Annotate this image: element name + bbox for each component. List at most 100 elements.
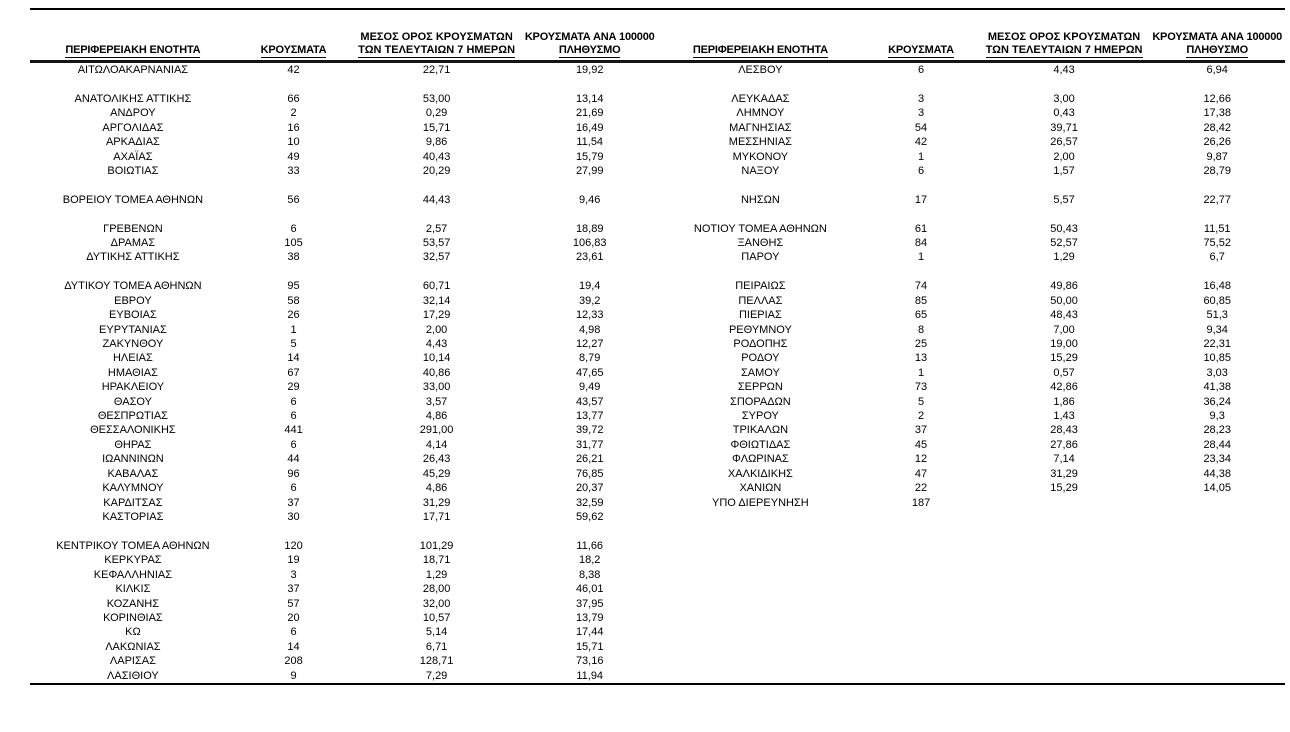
col-header-avg7day-right-line1: ΜΕΣΟΣ ΟΡΟΣ ΚΡΟΥΣΜΑΤΩΝ — [987, 31, 1141, 43]
left-avg7day-cell — [351, 178, 522, 192]
left-cases-cell: 120 — [284, 539, 303, 552]
right-cases-cell: 187 — [911, 496, 931, 509]
right-per100k-cell — [1149, 539, 1285, 553]
right-avg7day-cell — [979, 524, 1150, 538]
right-cases-cell: 42 — [914, 136, 928, 149]
left-cases-cell: 57 — [287, 597, 300, 610]
right-region-cell — [657, 568, 863, 582]
table-row: ΛΑΚΩΝΙΑΣ 14 6,71 15,71 — [30, 640, 1285, 654]
left-per100k-cell: 12,27 — [575, 337, 604, 350]
col-header-avg7day-left-line2: ΤΩΝ ΤΕΛΕΥΤΑΙΩΝ 7 ΗΜΕΡΩΝ — [358, 44, 516, 58]
right-cases-cell: 61 — [914, 222, 928, 235]
right-cases-cell: 84 — [914, 237, 928, 250]
right-avg7day-cell — [979, 568, 1150, 582]
right-region-cell: ΧΑΛΚΙΔΙΚΗΣ — [727, 467, 793, 480]
table-row: ΘΕΣΣΑΛΟΝΙΚΗΣ 441 291,00 39,72 ΤΡΙΚΑΛΩΝ 37 28,4… — [30, 423, 1285, 437]
left-avg7day-cell: 44,43 — [422, 193, 451, 206]
left-avg7day-cell: 40,43 — [422, 150, 451, 163]
left-avg7day-cell: 15,71 — [422, 121, 451, 134]
left-cases-cell: 6 — [290, 482, 297, 495]
right-per100k-cell: 22,77 — [1203, 193, 1231, 206]
left-per100k-cell: 18,89 — [575, 222, 604, 235]
right-avg7day-cell: 52,57 — [1050, 237, 1078, 250]
spacer-row — [30, 77, 1285, 91]
right-region-cell — [657, 207, 863, 221]
left-cases-cell: 3 — [290, 568, 297, 581]
left-avg7day-cell — [351, 77, 522, 91]
right-cases-cell — [863, 669, 978, 683]
right-cases-cell: 6 — [917, 164, 925, 177]
right-per100k-cell — [1149, 524, 1285, 538]
left-per100k-cell: 20,37 — [575, 482, 604, 495]
left-per100k-cell: 11,54 — [576, 136, 604, 149]
right-region-cell: ΣΥΡΟΥ — [741, 410, 779, 423]
table-row: ΚΕΝΤΡΙΚΟΥ ΤΟΜΕΑ ΑΘΗΝΩΝ 120 101,29 11,66 — [30, 539, 1285, 553]
left-per100k-cell — [522, 178, 658, 192]
left-per100k-cell: 59,62 — [575, 511, 604, 524]
left-cases-cell: 95 — [287, 280, 300, 293]
right-cases-cell: 6 — [917, 64, 925, 76]
right-per100k-cell: 17,38 — [1203, 107, 1231, 120]
right-cases-cell: 65 — [914, 309, 928, 322]
left-avg7day-cell: 291,00 — [419, 424, 454, 437]
left-per100k-cell: 46,01 — [575, 583, 604, 596]
left-region-cell: ΙΩΑΝΝΙΝΩΝ — [102, 453, 164, 466]
left-cases-cell: 38 — [287, 251, 300, 264]
left-avg7day-cell: 2,00 — [425, 323, 448, 336]
table-row: ΔΡΑΜΑΣ 105 53,57 106,83 ΞΑΝΘΗΣ 84 52,57 75,52 — [30, 236, 1285, 250]
right-per100k-cell — [1149, 510, 1285, 524]
right-avg7day-cell: 1,43 — [1053, 410, 1075, 423]
left-region-cell — [30, 265, 236, 279]
right-avg7day-cell: 1,86 — [1053, 395, 1075, 408]
left-cases-cell: 26 — [287, 309, 300, 322]
left-region-cell: ΕΥΡΥΤΑΝΙΑΣ — [99, 323, 167, 336]
right-region-cell: ΞΑΝΘΗΣ — [737, 237, 784, 250]
right-per100k-cell: 14,05 — [1203, 482, 1231, 495]
right-cases-cell: 37 — [914, 424, 928, 437]
right-cases-cell: 54 — [914, 121, 928, 134]
table-row: ΑΙΤΩΛΟΑΚΑΡΝΑΝΙΑΣ 42 22,71 19,92 ΛΕΣΒΟΥ 6 4,43 6… — [30, 62, 1285, 78]
left-avg7day-cell: 22,71 — [422, 64, 451, 76]
right-avg7day-cell — [979, 496, 1150, 510]
col-header-per100k-left: ΚΡΟΥΣΜΑΤΑ ΑΝΑ 100000 ΠΛΗΘΥΣΜΟ — [521, 10, 658, 63]
left-avg7day-cell: 5,14 — [425, 626, 448, 639]
right-per100k-cell: 22,31 — [1203, 337, 1231, 350]
left-region-cell: ΚΩ — [125, 626, 141, 639]
left-avg7day-cell — [351, 524, 522, 538]
table-row: ΓΡΕΒΕΝΩΝ 6 2,57 18,89 ΝΟΤΙΟΥ ΤΟΜΕΑ ΑΘΗΝΩΝ 61 5… — [30, 222, 1285, 236]
left-avg7day-cell: 53,57 — [422, 237, 451, 250]
right-cases-cell: 3 — [917, 107, 925, 120]
left-avg7day-cell: 3,57 — [425, 395, 448, 408]
right-cases-cell: 85 — [914, 294, 928, 307]
left-cases-cell: 33 — [287, 164, 300, 177]
right-per100k-cell: 26,26 — [1203, 136, 1231, 149]
right-avg7day-cell: 5,57 — [1053, 193, 1075, 206]
left-cases-cell: 6 — [290, 410, 297, 423]
right-per100k-cell: 9,3 — [1209, 410, 1225, 423]
table-row: ΖΑΚΥΝΘΟΥ 5 4,43 12,27 ΡΟΔΟΠΗΣ 25 19,00 22,31 — [30, 337, 1285, 351]
right-per100k-cell: 9,34 — [1206, 323, 1228, 336]
right-avg7day-cell: 39,71 — [1050, 121, 1078, 134]
right-cases-cell: 12 — [914, 453, 928, 466]
right-region-cell — [657, 582, 863, 596]
col-header-avg7day-right: ΜΕΣΟΣ ΟΡΟΣ ΚΡΟΥΣΜΑΤΩΝ ΤΩΝ ΤΕΛΕΥΤΑΙΩΝ 7 Η… — [978, 10, 1150, 63]
left-cases-cell: 14 — [287, 640, 300, 653]
left-cases-cell — [236, 524, 351, 538]
right-per100k-cell — [1149, 178, 1285, 192]
right-avg7day-cell: 31,29 — [1050, 467, 1078, 480]
right-avg7day-cell — [979, 510, 1150, 524]
left-avg7day-cell: 32,00 — [422, 597, 451, 610]
right-cases-cell — [863, 640, 978, 654]
right-cases-cell — [863, 625, 978, 639]
left-cases-cell: 14 — [287, 352, 300, 365]
left-per100k-cell: 76,85 — [575, 467, 604, 480]
left-region-cell: ΘΕΣΠΡΩΤΙΑΣ — [97, 410, 168, 423]
left-region-cell: ΚΕΝΤΡΙΚΟΥ ΤΟΜΕΑ ΑΘΗΝΩΝ — [56, 539, 210, 552]
right-cases-cell — [863, 178, 978, 192]
table-row: ΚΙΛΚΙΣ 37 28,00 46,01 — [30, 582, 1285, 596]
right-per100k-cell: 75,52 — [1203, 237, 1231, 250]
table-row: ΚΟΡΙΝΘΙΑΣ 20 10,57 13,79 — [30, 611, 1285, 625]
right-per100k-cell — [1149, 582, 1285, 596]
col-header-cases-right: ΚΡΟΥΣΜΑΤΑ — [863, 10, 979, 63]
right-cases-cell — [863, 539, 978, 553]
